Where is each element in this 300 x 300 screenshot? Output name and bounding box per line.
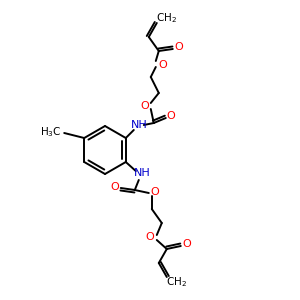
- Text: O: O: [182, 239, 191, 249]
- Text: O: O: [146, 232, 154, 242]
- Text: O: O: [158, 60, 167, 70]
- Text: NH: NH: [134, 168, 150, 178]
- Text: NH: NH: [130, 120, 147, 130]
- Text: CH$_2$: CH$_2$: [166, 275, 187, 289]
- Text: O: O: [174, 42, 183, 52]
- Text: O: O: [150, 187, 159, 197]
- Text: O: O: [140, 101, 149, 111]
- Text: CH$_2$: CH$_2$: [156, 11, 177, 25]
- Text: H$_3$C: H$_3$C: [40, 125, 61, 139]
- Text: O: O: [110, 182, 119, 192]
- Text: O: O: [167, 111, 175, 121]
